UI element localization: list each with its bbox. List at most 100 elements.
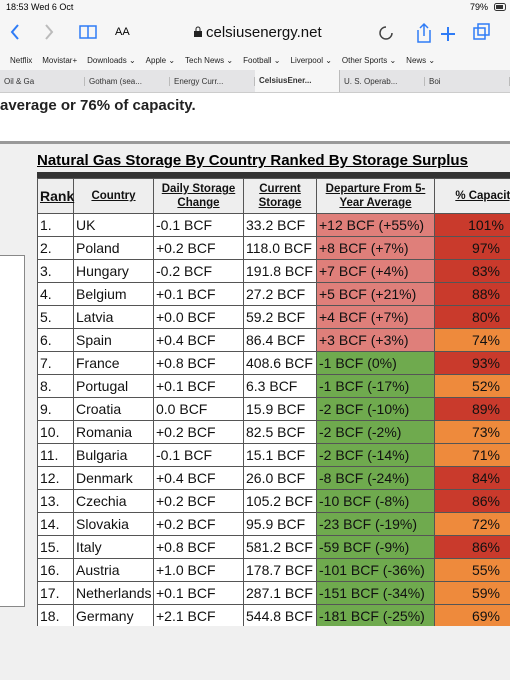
table-cell: 544.8 BCF bbox=[243, 604, 317, 626]
table-cell: Bulgaria bbox=[73, 443, 154, 467]
table-cell: -2 BCF (-14%) bbox=[316, 443, 435, 467]
table-cell: +0.8 BCF bbox=[153, 351, 244, 375]
storage-table: Rank Country Daily Storage Change Current S… bbox=[37, 178, 510, 626]
table-cell: 6. bbox=[37, 328, 74, 352]
table-cell: -151 BCF (-34%) bbox=[316, 581, 435, 605]
table-cell: 408.6 BCF bbox=[243, 351, 317, 375]
table-cell: -0.2 BCF bbox=[153, 259, 244, 283]
table-cell: 33.2 BCF bbox=[243, 213, 317, 237]
table-cell: +0.2 BCF bbox=[153, 512, 244, 536]
bookmark[interactable]: Liverpool ⌄ bbox=[290, 55, 332, 65]
tab[interactable]: CelsiusEner... bbox=[255, 70, 340, 92]
table-cell: Austria bbox=[73, 558, 154, 582]
table-cell: -1 BCF (0%) bbox=[316, 351, 435, 375]
table-cell: 88% bbox=[434, 282, 510, 306]
table-cell: 95.9 BCF bbox=[243, 512, 317, 536]
table-cell: Poland bbox=[73, 236, 154, 260]
table-row: 6. Spain +0.4 BCF 86.4 BCF +3 BCF (+3%) 74% bbox=[37, 328, 510, 352]
page-bottom bbox=[0, 628, 510, 680]
bookmark[interactable]: Downloads ⌄ bbox=[87, 55, 136, 65]
table-row: 18. Germany +2.1 BCF 544.8 BCF -181 BCF (-25… bbox=[37, 604, 510, 626]
table-cell: +0.1 BCF bbox=[153, 374, 244, 398]
table-cell: 101% bbox=[434, 213, 510, 237]
side-panel bbox=[0, 255, 25, 607]
table-cell: +0.1 BCF bbox=[153, 581, 244, 605]
column-header: % Capacity bbox=[434, 178, 510, 214]
table-cell: -2 BCF (-2%) bbox=[316, 420, 435, 444]
table-row: 13. Czechia +0.2 BCF 105.2 BCF -10 BCF (-8%)… bbox=[37, 489, 510, 513]
table-cell: Romania bbox=[73, 420, 154, 444]
bookmark[interactable]: Tech News ⌄ bbox=[185, 55, 234, 65]
table-row: 11. Bulgaria -0.1 BCF 15.1 BCF -2 BCF (-14%)… bbox=[37, 443, 510, 467]
table-cell: +0.8 BCF bbox=[153, 535, 244, 559]
tab[interactable]: Gotham (sea... bbox=[85, 76, 170, 86]
text-size[interactable]: AA bbox=[115, 26, 130, 38]
table-cell: +3 BCF (+3%) bbox=[316, 328, 435, 352]
table-cell: -59 BCF (-9%) bbox=[316, 535, 435, 559]
table-title: Natural Gas Storage By Country Ranked By… bbox=[37, 152, 468, 169]
table-cell: 72% bbox=[434, 512, 510, 536]
table-cell: 97% bbox=[434, 236, 510, 260]
table-cell: 13. bbox=[37, 489, 74, 513]
table-cell: 14. bbox=[37, 512, 74, 536]
table-cell: +4 BCF (+7%) bbox=[316, 305, 435, 329]
table-cell: 89% bbox=[434, 397, 510, 421]
table-cell: 2. bbox=[37, 236, 74, 260]
table-cell: 178.7 BCF bbox=[243, 558, 317, 582]
url[interactable]: celsiusenergy.net bbox=[206, 24, 322, 41]
table-container: Rank Country Daily Storage Change Current S… bbox=[37, 172, 510, 626]
table-cell: Czechia bbox=[73, 489, 154, 513]
table-row: 1. UK -0.1 BCF 33.2 BCF +12 BCF (+55%) 101% bbox=[37, 213, 510, 237]
table-row: 14. Slovakia +0.2 BCF 95.9 BCF -23 BCF (-19%… bbox=[37, 512, 510, 536]
battery-icon bbox=[494, 3, 506, 11]
table-cell: 9. bbox=[37, 397, 74, 421]
bookmark[interactable]: Apple ⌄ bbox=[145, 55, 176, 65]
bookmark[interactable]: News ⌄ bbox=[406, 55, 436, 65]
table-cell: 4. bbox=[37, 282, 74, 306]
table-cell: 27.2 BCF bbox=[243, 282, 317, 306]
table-cell: -0.1 BCF bbox=[153, 443, 244, 467]
table-cell: +0.2 BCF bbox=[153, 489, 244, 513]
time: 18:53 Wed 6 Oct bbox=[6, 2, 74, 12]
lock-icon bbox=[194, 26, 202, 37]
table-cell: +0.0 BCF bbox=[153, 305, 244, 329]
tab-bar: Oil & Ga Gotham (sea... Energy Curr... Cels… bbox=[0, 70, 510, 93]
table-cell: -0.1 BCF bbox=[153, 213, 244, 237]
tab[interactable]: Boi bbox=[425, 76, 510, 86]
table-cell: +8 BCF (+7%) bbox=[316, 236, 435, 260]
table-cell: Germany bbox=[73, 604, 154, 626]
table-cell: 52% bbox=[434, 374, 510, 398]
table-row: 3. Hungary -0.2 BCF 191.8 BCF +7 BCF (+4%) 83… bbox=[37, 259, 510, 283]
table-cell: +7 BCF (+4%) bbox=[316, 259, 435, 283]
tab[interactable]: Oil & Ga bbox=[0, 76, 85, 86]
bookmark[interactable]: Football ⌄ bbox=[243, 55, 281, 65]
table-row: 8. Portugal +0.1 BCF 6.3 BCF -1 BCF (-17%) 52… bbox=[37, 374, 510, 398]
bookmark[interactable]: Other Sports ⌄ bbox=[341, 55, 397, 65]
bookmark[interactable]: Movistar+ bbox=[42, 55, 78, 65]
nav-icons[interactable] bbox=[8, 22, 108, 42]
table-cell: +0.2 BCF bbox=[153, 420, 244, 444]
table-cell: 0.0 BCF bbox=[153, 397, 244, 421]
table-cell: 59% bbox=[434, 581, 510, 605]
table-cell: 118.0 BCF bbox=[243, 236, 317, 260]
table-cell: 15. bbox=[37, 535, 74, 559]
table-row: 2. Poland +0.2 BCF 118.0 BCF +8 BCF (+7%) 97% bbox=[37, 236, 510, 260]
table-cell: 74% bbox=[434, 328, 510, 352]
table-cell: 10. bbox=[37, 420, 74, 444]
bookmarks-bar: Netflix Movistar+ Downloads ⌄ Apple ⌄ Tech N… bbox=[0, 50, 510, 70]
toolbar-icons[interactable] bbox=[378, 22, 504, 44]
table-row: 7. France +0.8 BCF 408.6 BCF -1 BCF (0%) 93% bbox=[37, 351, 510, 375]
table-cell: Portugal bbox=[73, 374, 154, 398]
table-cell: +2.1 BCF bbox=[153, 604, 244, 626]
tab[interactable]: Energy Curr... bbox=[170, 76, 255, 86]
table-cell: France bbox=[73, 351, 154, 375]
table-cell: +5 BCF (+21%) bbox=[316, 282, 435, 306]
bookmark[interactable]: Netflix bbox=[10, 55, 33, 65]
table-cell: UK bbox=[73, 213, 154, 237]
table-cell: +0.4 BCF bbox=[153, 466, 244, 490]
table-cell: 86% bbox=[434, 535, 510, 559]
table-cell: 15.9 BCF bbox=[243, 397, 317, 421]
column-header: Country bbox=[73, 178, 154, 214]
tab[interactable]: U. S. Operab... bbox=[340, 76, 425, 86]
table-cell: -181 BCF (-25%) bbox=[316, 604, 435, 626]
